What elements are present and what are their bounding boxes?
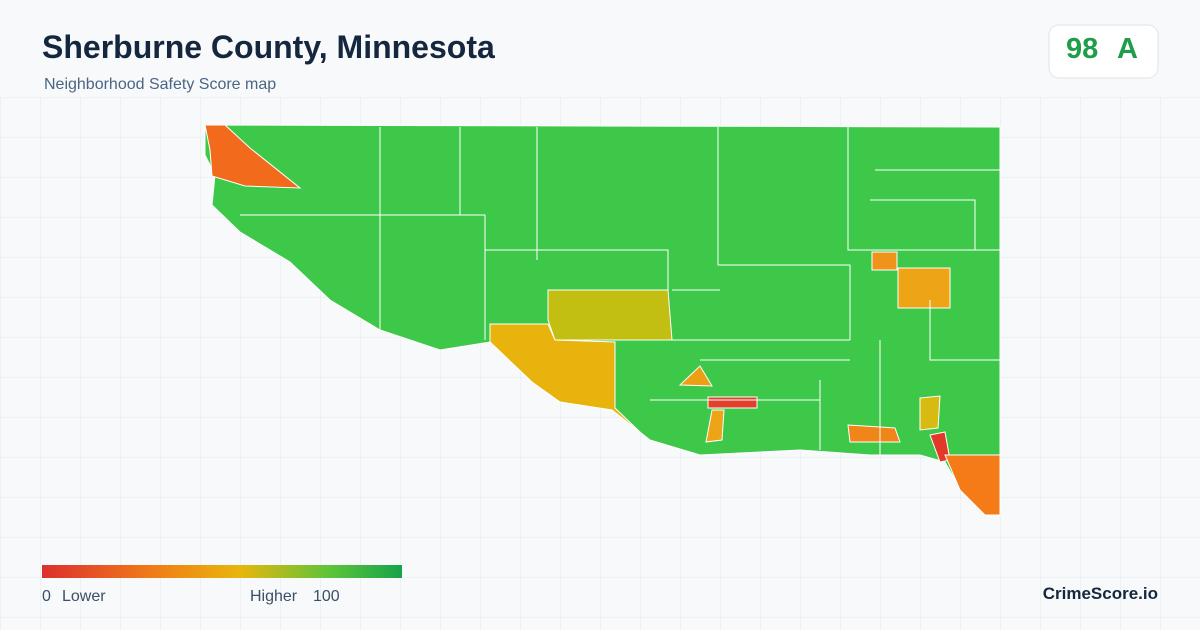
legend-gradient: [42, 565, 402, 578]
score-badge: [1048, 24, 1159, 79]
region: [705, 409, 725, 443]
legend-max: 100: [313, 588, 340, 605]
legend-max-label: Higher: [250, 588, 298, 605]
region: [897, 267, 951, 309]
region: [489, 323, 641, 433]
region: [707, 396, 758, 409]
boundary: [240, 127, 1000, 455]
score-grade: A: [1117, 33, 1138, 65]
legend-min-label: Lower: [62, 588, 106, 605]
region: [919, 395, 941, 431]
legend-min: 0: [42, 588, 51, 605]
brand: CrimeScore.io: [1042, 584, 1158, 603]
region: [678, 365, 713, 387]
region: [871, 251, 898, 271]
score-value: 98: [1066, 33, 1099, 65]
region: [944, 454, 1001, 516]
subtitle: Neighborhood Safety Score map: [44, 76, 277, 93]
region: [847, 424, 901, 443]
title: Sherburne County, Minnesota: [42, 29, 495, 65]
region: [204, 124, 302, 189]
county-map: [204, 124, 1001, 516]
region: [547, 289, 673, 341]
